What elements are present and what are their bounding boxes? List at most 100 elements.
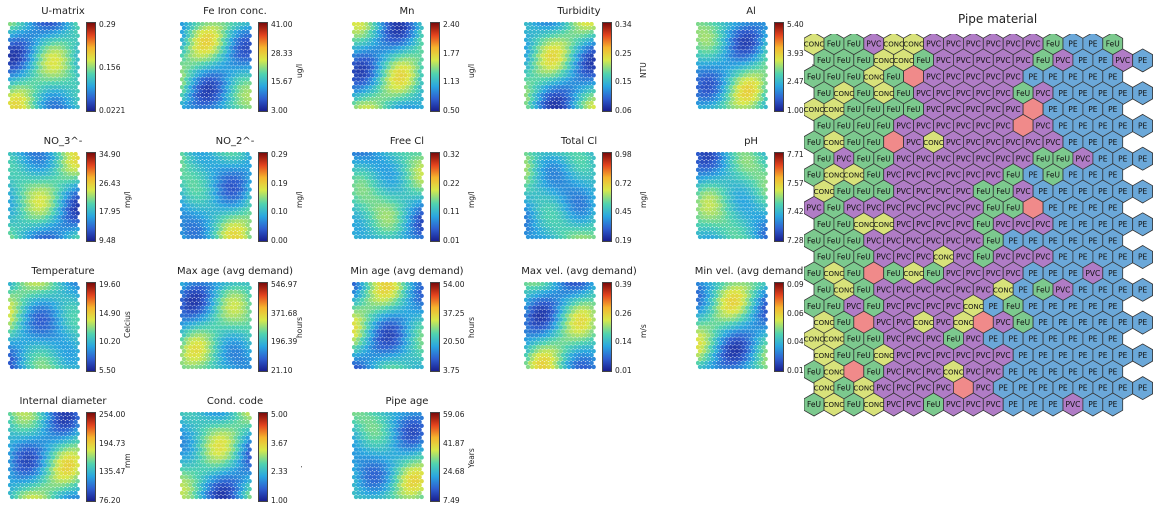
pipe-material-label: CONC <box>854 221 875 229</box>
pipe-material-label: FeU <box>867 335 881 344</box>
colorbar-tick-label: 41.00 <box>271 20 293 29</box>
pipe-material-label: FeU <box>817 253 831 262</box>
colorbar-tick-label: 5.40 <box>787 20 804 29</box>
pipe-material-label: FeU <box>847 400 861 409</box>
pipe-material-label: PE <box>1068 203 1078 212</box>
colorbar <box>430 152 440 242</box>
pipe-material-label: FeU <box>867 105 881 114</box>
pipe-material-label: FeU <box>807 269 821 278</box>
pipe-material-label: FeU <box>807 302 821 311</box>
pipe-material-label: PVC <box>896 220 911 229</box>
colorbar-tick-label: 19.60 <box>99 280 121 289</box>
pipe-material-label: PVC <box>1006 138 1021 147</box>
plane-title: NO_2^- <box>215 136 255 147</box>
pipe-material-label: PVC <box>956 154 971 163</box>
pipe-material-label: PE <box>1019 285 1029 294</box>
colorbar-tick-label: 9.48 <box>99 236 116 245</box>
colorbar-unit-label: NTU <box>639 62 648 78</box>
pipe-material-label: PE <box>1108 171 1118 180</box>
pipe-material-label: FeU <box>1016 318 1030 327</box>
pipe-material-label: PE <box>1108 236 1118 245</box>
pipe-material-label: PE <box>1088 335 1098 344</box>
pipe-material-label: PVC <box>946 203 961 212</box>
pipe-material-label: PVC <box>846 203 861 212</box>
plane-hex-map <box>352 282 424 370</box>
pipe-material-label: PVC <box>936 220 951 229</box>
pipe-material-label: PVC <box>896 122 911 131</box>
pipe-material-label: PVC <box>906 302 921 311</box>
pipe-material-label: PVC <box>836 154 851 163</box>
pipe-material-label: PE <box>1098 187 1108 196</box>
pipe-material-label: CONC <box>863 401 884 409</box>
colorbar-tick-label: 254.00 <box>99 410 126 419</box>
colorbar <box>774 22 784 112</box>
pipe-material-label: CONC <box>824 401 845 409</box>
colorbar-unit-label: mm <box>123 453 132 468</box>
pipe-material-cell: PE <box>1132 146 1154 171</box>
pipe-material-label: PE <box>1118 318 1128 327</box>
pipe-material-cell: PE <box>1132 343 1154 368</box>
plane-title: Temperature <box>31 266 95 277</box>
pipe-material-label: PE <box>1138 220 1148 229</box>
pipe-material-label: PE <box>1118 89 1128 98</box>
pipe-material-label: PVC <box>916 122 931 131</box>
pipe-material-label: PE <box>1048 367 1058 376</box>
pipe-material-label: PVC <box>956 220 971 229</box>
pipe-material-label: FeU <box>1006 171 1020 180</box>
colorbar-unit-label: m/s <box>639 324 648 338</box>
pipe-material-label: PE <box>1058 351 1068 360</box>
pipe-material-label: CONC <box>804 336 824 344</box>
pipe-material-label: PE <box>1028 269 1038 278</box>
colorbar-tick-label: 1.13 <box>443 77 460 87</box>
colorbar-tick-label: 10.20 <box>99 337 121 347</box>
pipe-material-label: PVC <box>926 236 941 245</box>
colorbar-tick-label: 0.32 <box>443 150 460 159</box>
pipe-material-label: PVC <box>906 236 921 245</box>
pipe-material-label: PVC <box>916 220 931 229</box>
pipe-material-label: PVC <box>926 40 941 49</box>
pipe-material-label: PVC <box>886 367 901 376</box>
pipe-material-label: PVC <box>886 302 901 311</box>
pipe-material-label: PVC <box>866 203 881 212</box>
pipe-material-label: PE <box>1098 318 1108 327</box>
colorbar-tick-label: 54.00 <box>443 280 465 289</box>
plane-title: U-matrix <box>41 6 85 17</box>
plane-title: Turbidity <box>557 6 601 17</box>
colorbar-tick-label: 0.01 <box>615 366 632 375</box>
plane-title: pH <box>744 136 758 147</box>
colorbar-tick-label: 0.06 <box>615 106 632 115</box>
pipe-material-label: PE <box>1048 302 1058 311</box>
pipe-material-label: PE <box>1028 400 1038 409</box>
colorbar <box>258 22 268 112</box>
pipe-material-label: PVC <box>866 40 881 49</box>
pipe-material-label: FeU <box>817 220 831 229</box>
pipe-material-label: PVC <box>886 400 901 409</box>
pipe-material-label: FeU <box>807 400 821 409</box>
colorbar-tick-label: 1.77 <box>443 48 460 58</box>
pipe-material-label: PE <box>1058 253 1068 262</box>
pipe-material-label: PVC <box>966 105 981 114</box>
pipe-material-label: PVC <box>886 236 901 245</box>
pipe-material-label: PE <box>1088 400 1098 409</box>
pipe-material-label: PE <box>1058 122 1068 131</box>
pipe-material-label: PVC <box>1016 253 1031 262</box>
colorbar-tick-label: 24.68 <box>443 467 465 477</box>
colorbar-unit-label: . <box>295 465 304 468</box>
pipe-material-label: PVC <box>1006 105 1021 114</box>
pipe-material-label: PVC <box>986 72 1001 81</box>
pipe-material-label: PVC <box>976 351 991 360</box>
plane-hex-map <box>352 22 424 110</box>
pipe-material-label: PE <box>1098 89 1108 98</box>
pipe-material-label: FeU <box>857 285 871 294</box>
pipe-material-label: FeU <box>807 171 821 180</box>
colorbar-tick-label: 7.28 <box>787 236 804 245</box>
pipe-material-label: FeU <box>807 138 821 147</box>
plane-hex-map <box>696 282 768 370</box>
pipe-material-label: PVC <box>916 89 931 98</box>
pipe-material-label: CONC <box>854 385 875 393</box>
pipe-material-label: FeU <box>986 203 1000 212</box>
pipe-material-label: CONC <box>903 41 924 49</box>
colorbar-tick-label: 0.00 <box>271 236 288 245</box>
colorbar <box>86 282 96 372</box>
pipe-material-label: PE <box>1088 171 1098 180</box>
